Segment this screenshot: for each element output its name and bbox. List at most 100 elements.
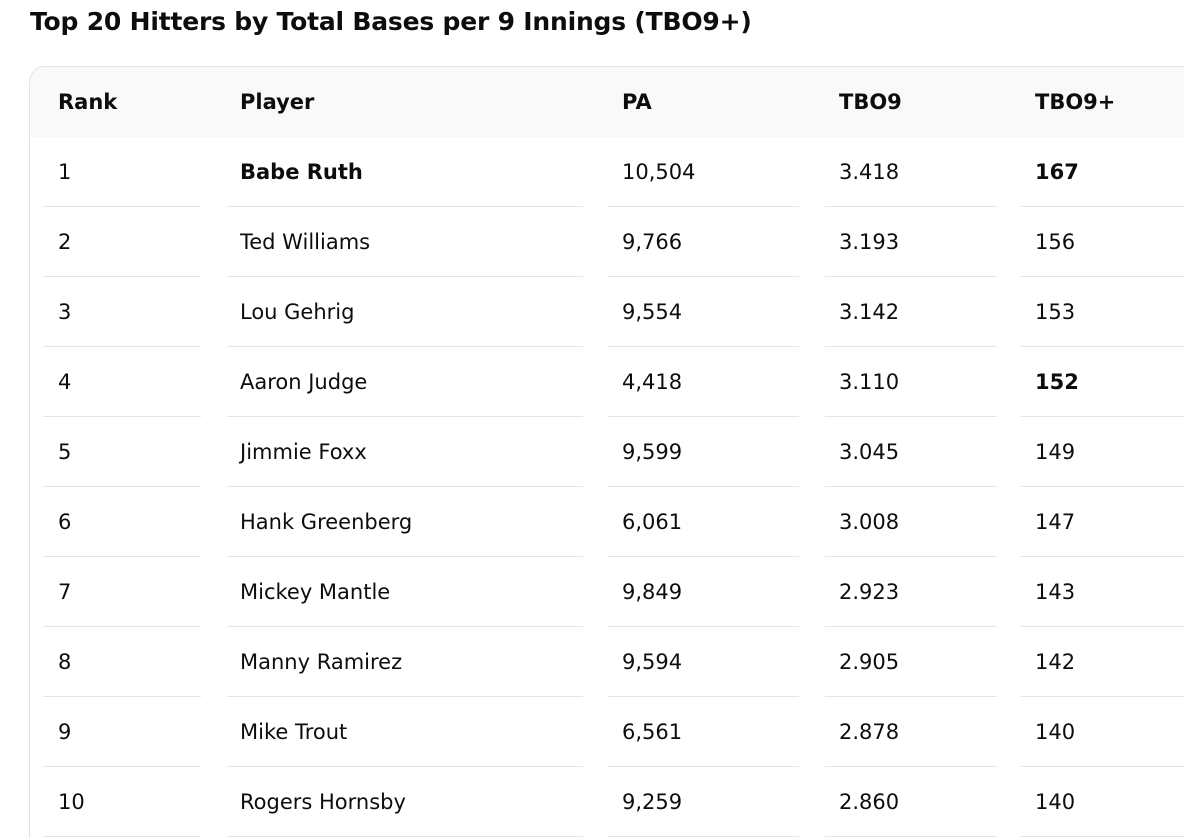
tbo9-cell: 3.008	[839, 510, 900, 534]
row-divider	[1021, 416, 1184, 417]
row-divider	[43, 346, 201, 347]
table-row: 9 Mike Trout 6,561 2.878 140	[30, 697, 1184, 767]
table-row: 6 Hank Greenberg 6,061 3.008 147	[30, 487, 1184, 557]
player-name-cell: Rogers Hornsby	[240, 790, 406, 814]
row-divider	[1021, 276, 1184, 277]
pa-cell: 9,599	[622, 440, 683, 464]
rank-cell: 5	[58, 440, 72, 464]
tbo9-cell: 2.860	[839, 790, 900, 814]
table-row: 8 Manny Ramirez 9,594 2.905 142	[30, 627, 1184, 697]
player-name-cell: Lou Gehrig	[240, 300, 355, 324]
pa-cell: 6,061	[622, 510, 683, 534]
row-divider	[1021, 346, 1184, 347]
row-divider	[825, 696, 997, 697]
table-row: 1 Babe Ruth 10,504 3.418 167	[30, 137, 1184, 207]
player-name-cell: Hank Greenberg	[240, 510, 413, 534]
column-header-player: Player	[240, 90, 315, 114]
tbo9plus-cell: 149	[1035, 440, 1076, 464]
row-divider	[1021, 556, 1184, 557]
rank-cell: 8	[58, 650, 72, 674]
row-divider	[608, 626, 799, 627]
pa-cell: 9,766	[622, 230, 683, 254]
row-divider	[227, 416, 583, 417]
rank-cell: 9	[58, 720, 72, 744]
tbo9plus-cell: 147	[1035, 510, 1076, 534]
row-divider	[43, 416, 201, 417]
row-divider	[825, 206, 997, 207]
row-divider	[608, 276, 799, 277]
pa-cell: 9,259	[622, 790, 683, 814]
tbo9plus-cell: 152	[1035, 370, 1079, 394]
row-divider	[43, 206, 201, 207]
row-divider	[1021, 206, 1184, 207]
rank-cell: 2	[58, 230, 72, 254]
row-divider	[43, 556, 201, 557]
row-divider	[227, 766, 583, 767]
row-divider	[43, 276, 201, 277]
player-name-cell: Mickey Mantle	[240, 580, 391, 604]
row-divider	[1021, 626, 1184, 627]
rank-cell: 6	[58, 510, 72, 534]
tbo9-cell: 3.193	[839, 230, 900, 254]
row-divider	[227, 486, 583, 487]
row-divider	[227, 346, 583, 347]
table-row: 10 Rogers Hornsby 9,259 2.860 140	[30, 767, 1184, 837]
row-divider	[227, 206, 583, 207]
row-divider	[825, 416, 997, 417]
table-row: 5 Jimmie Foxx 9,599 3.045 149	[30, 417, 1184, 487]
player-name-cell: Ted Williams	[240, 230, 371, 254]
row-divider	[825, 276, 997, 277]
row-divider	[825, 626, 997, 627]
row-divider	[825, 836, 997, 837]
row-divider	[1021, 486, 1184, 487]
player-name-cell: Babe Ruth	[240, 160, 363, 184]
row-divider	[608, 416, 799, 417]
pa-cell: 9,849	[622, 580, 683, 604]
row-divider	[825, 486, 997, 487]
tbo9plus-cell: 140	[1035, 720, 1076, 744]
row-divider	[43, 836, 201, 837]
tbo9-cell: 2.923	[839, 580, 900, 604]
row-divider	[43, 696, 201, 697]
player-name-cell: Aaron Judge	[240, 370, 368, 394]
rank-cell: 3	[58, 300, 72, 324]
row-divider	[227, 696, 583, 697]
row-divider	[608, 766, 799, 767]
rank-cell: 4	[58, 370, 72, 394]
column-header-pa: PA	[622, 90, 652, 114]
row-divider	[608, 486, 799, 487]
table-row: 7 Mickey Mantle 9,849 2.923 143	[30, 557, 1184, 627]
row-divider	[43, 486, 201, 487]
tbo9-cell: 3.110	[839, 370, 900, 394]
rank-cell: 10	[58, 790, 85, 814]
rank-cell: 1	[58, 160, 72, 184]
column-header-tbo9: TBO9	[839, 90, 902, 114]
row-divider	[227, 276, 583, 277]
tbo9-cell: 2.905	[839, 650, 900, 674]
tbo9plus-cell: 143	[1035, 580, 1076, 604]
tbo9-cell: 3.045	[839, 440, 900, 464]
table-row: 4 Aaron Judge 4,418 3.110 152	[30, 347, 1184, 417]
row-divider	[825, 346, 997, 347]
tbo9-cell: 2.878	[839, 720, 900, 744]
stats-table: Rank Player PA TBO9 TBO9+ 1 Babe Ruth 10,5…	[29, 66, 1184, 838]
pa-cell: 9,594	[622, 650, 683, 674]
row-divider	[608, 206, 799, 207]
row-divider	[608, 346, 799, 347]
row-divider	[1021, 696, 1184, 697]
row-divider	[825, 556, 997, 557]
player-name-cell: Manny Ramirez	[240, 650, 403, 674]
column-header-tbo9plus: TBO9+	[1035, 90, 1116, 114]
row-divider	[608, 556, 799, 557]
pa-cell: 9,554	[622, 300, 683, 324]
row-divider	[227, 626, 583, 627]
tbo9plus-cell: 153	[1035, 300, 1076, 324]
row-divider	[1021, 766, 1184, 767]
row-divider	[608, 836, 799, 837]
tbo9plus-cell: 142	[1035, 650, 1076, 674]
row-divider	[227, 836, 583, 837]
row-divider	[227, 556, 583, 557]
tbo9-cell: 3.418	[839, 160, 900, 184]
pa-cell: 10,504	[622, 160, 696, 184]
